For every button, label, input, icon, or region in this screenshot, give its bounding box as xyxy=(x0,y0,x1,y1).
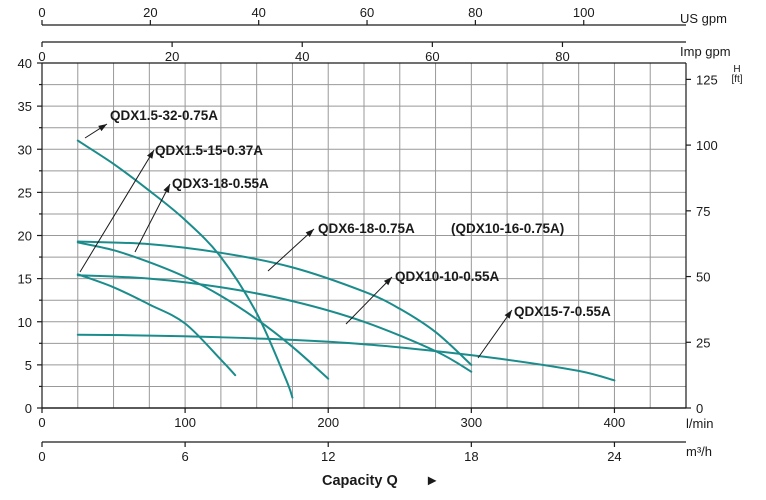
head-m-tick-label: 15 xyxy=(18,272,32,287)
lmin-axis-tick-label: 0 xyxy=(38,415,45,430)
head-ft-tick-label: 75 xyxy=(696,204,710,219)
head-ft-axis-unit: [ft] xyxy=(731,74,742,85)
series-label-qdx15-7-0-55a: QDX15-7-0.55A xyxy=(514,304,611,319)
m3h-axis-tick-label: 18 xyxy=(464,449,478,464)
us-gpm-axis-tick-label: 80 xyxy=(468,5,482,20)
leader-arrowhead-qdx10-10-0-55a xyxy=(383,277,392,286)
lmin-axis-unit-label: l/min xyxy=(686,416,713,431)
lmin-axis-tick-label: 300 xyxy=(460,415,482,430)
us-gpm-axis-unit-label: US gpm xyxy=(680,11,727,26)
us-gpm-axis-tick-label: 60 xyxy=(360,5,374,20)
curve-qdx10-10-0-55a xyxy=(76,274,473,373)
m3h-axis-unit-label: m³/h xyxy=(686,444,712,459)
us-gpm-axis-tick-label: 100 xyxy=(573,5,595,20)
m3h-axis-tick-label: 24 xyxy=(607,449,621,464)
head-m-tick-label: 35 xyxy=(18,99,32,114)
imp-gpm-axis-tick-label: 80 xyxy=(555,49,569,64)
series-label-suffix: (QDX10-16-0.75A) xyxy=(451,221,564,236)
imp-gpm-axis-tick-label: 60 xyxy=(425,49,439,64)
leader-arrowhead-qdx1-5-15-0-37a xyxy=(147,150,154,159)
us-gpm-axis-tick-label: 20 xyxy=(143,5,157,20)
head-m-tick-label: 20 xyxy=(18,229,32,244)
head-ft-tick-label: 50 xyxy=(696,270,710,285)
head-ft-axis-label: H xyxy=(733,64,740,75)
curve-qdx1-5-15-0-37a xyxy=(76,273,237,377)
x-axis-title-arrow: ► xyxy=(425,473,439,489)
labels: QDX1.5-32-0.75A QDX1.5-15-0.37A QDX3-18-0.… xyxy=(79,108,611,359)
leader-arrowhead-qdx1-5-32-0-75a xyxy=(98,124,107,132)
imp-gpm-axis-tick-label: 20 xyxy=(165,49,179,64)
imp-gpm-axis-tick-label: 0 xyxy=(38,49,45,64)
lmin-axis-tick-label: 200 xyxy=(317,415,339,430)
leader-arrowhead-qdx6-18-0-75a xyxy=(305,229,314,237)
x-axis-title: Capacity Q xyxy=(322,473,398,489)
lmin-axis-tick-label: 400 xyxy=(604,415,626,430)
us-gpm-axis-tick-label: 40 xyxy=(251,5,265,20)
head-ft-tick-label: 25 xyxy=(696,335,710,350)
lmin-axis-tick-label: 100 xyxy=(174,415,196,430)
head-m-tick-label: 10 xyxy=(18,315,32,330)
leader-line-qdx15-7-0-55a xyxy=(477,309,513,359)
curves xyxy=(76,139,616,399)
series-label-qdx1-5-15-0-37a: QDX1.5-15-0.37A xyxy=(155,143,263,158)
curve-qdx6-18-0-75a xyxy=(76,240,473,366)
head-m-tick-label: 30 xyxy=(18,142,32,157)
curve-qdx1-5-32-0-75a xyxy=(76,139,294,399)
series-label-qdx10-10-0-55a: QDX10-10-0.55A xyxy=(395,269,500,284)
curve-qdx15-7-0-55a xyxy=(76,333,616,382)
imp-gpm-axis-tick-label: 40 xyxy=(295,49,309,64)
curve-qdx3-18-0-55a xyxy=(76,241,330,380)
leader-line-qdx6-18-0-75a xyxy=(267,228,315,272)
series-label-qdx1-5-32-0-75a: QDX1.5-32-0.75A xyxy=(110,108,218,123)
series-label-qdx6-18-0-75a: QDX6-18-0.75A xyxy=(318,221,415,236)
head-ft-tick-label: 125 xyxy=(696,72,718,87)
m3h-axis-tick-label: 0 xyxy=(38,449,45,464)
leader-arrowhead-qdx3-18-0-55a xyxy=(163,184,170,193)
leader-arrowhead-qdx15-7-0-55a xyxy=(504,310,512,319)
head-m-tick-label: 0 xyxy=(25,401,32,416)
series-label-qdx3-18-0-55a: QDX3-18-0.55A xyxy=(172,176,269,191)
leader-line-qdx10-10-0-55a xyxy=(345,276,393,325)
grid xyxy=(42,63,686,408)
leader-line-qdx3-18-0-55a xyxy=(134,183,171,253)
imp-gpm-axis-unit-label: Imp gpm xyxy=(680,44,731,59)
head-m-tick-label: 25 xyxy=(18,185,32,200)
head-ft-tick-label: 100 xyxy=(696,138,718,153)
head-m-tick-label: 5 xyxy=(25,358,32,373)
m3h-axis-tick-label: 6 xyxy=(181,449,188,464)
head-ft-tick-label: 0 xyxy=(696,401,703,416)
leader-line-qdx1-5-15-0-37a xyxy=(79,149,155,273)
m3h-axis-tick-label: 12 xyxy=(321,449,335,464)
us-gpm-axis-tick-label: 0 xyxy=(38,5,45,20)
head-m-tick-label: 40 xyxy=(18,56,32,71)
